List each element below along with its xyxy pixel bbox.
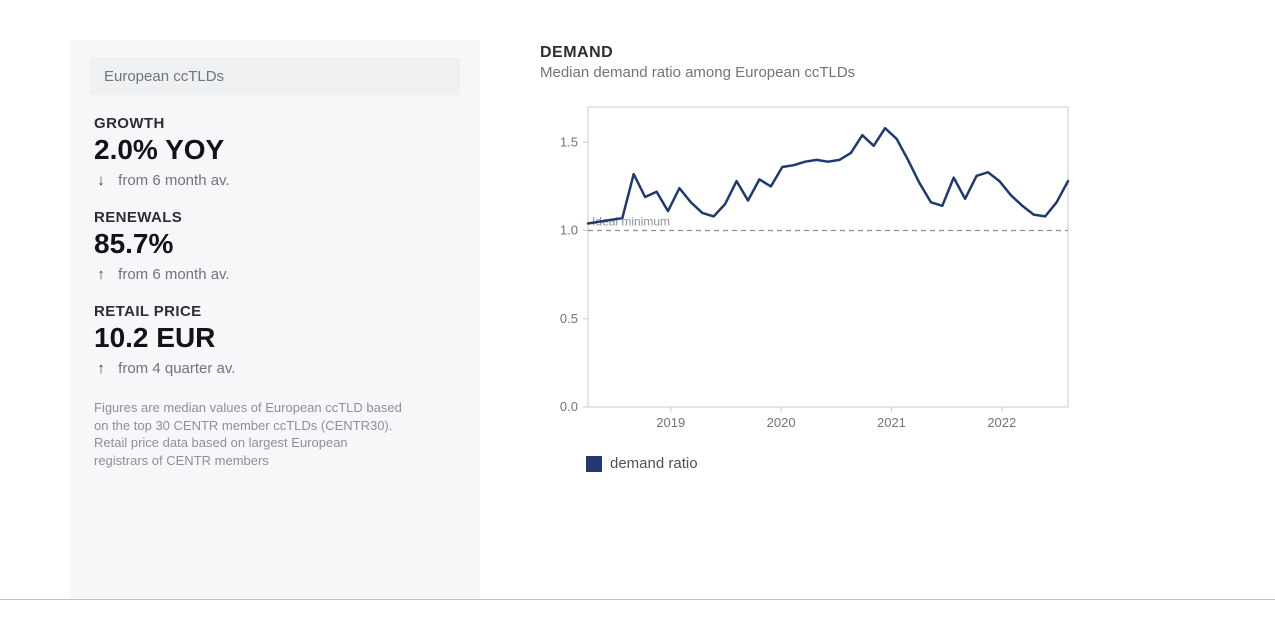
- svg-text:2021: 2021: [877, 415, 906, 430]
- metric-label: RENEWALS: [94, 209, 456, 226]
- metric-delta-text: from 6 month av.: [118, 172, 229, 189]
- svg-text:0.0: 0.0: [560, 399, 578, 414]
- svg-text:2020: 2020: [767, 415, 796, 430]
- up-arrow-icon: ↑: [94, 266, 108, 283]
- metric-label: GROWTH: [94, 115, 456, 132]
- metric-value: 2.0% YOY: [94, 134, 456, 166]
- metric-delta: ↑ from 6 month av.: [94, 266, 456, 283]
- metric-retail-price: RETAIL PRICE 10.2 EUR ↑ from 4 quarter a…: [94, 303, 456, 377]
- chart-legend: demand ratio: [586, 455, 1205, 472]
- metric-value: 10.2 EUR: [94, 322, 456, 354]
- chart-subtitle: Median demand ratio among European ccTLD…: [540, 64, 1205, 81]
- svg-text:2019: 2019: [656, 415, 685, 430]
- line-chart: 0.00.51.01.52019202020212022Ideal minimu…: [540, 89, 1080, 449]
- metric-delta: ↑ from 4 quarter av.: [94, 360, 456, 377]
- stats-panel: European ccTLDs GROWTH 2.0% YOY ↓ from 6…: [70, 40, 480, 599]
- chart-title: DEMAND: [540, 44, 1205, 62]
- down-arrow-icon: ↓: [94, 172, 108, 189]
- up-arrow-icon: ↑: [94, 360, 108, 377]
- dashboard-page: European ccTLDs GROWTH 2.0% YOY ↓ from 6…: [0, 0, 1275, 600]
- metric-renewals: RENEWALS 85.7% ↑ from 6 month av.: [94, 209, 456, 283]
- legend-swatch-icon: [586, 456, 602, 472]
- metric-label: RETAIL PRICE: [94, 303, 456, 320]
- chart-panel: DEMAND Median demand ratio among Europea…: [540, 40, 1205, 599]
- legend-label: demand ratio: [610, 455, 698, 472]
- svg-text:1.5: 1.5: [560, 134, 578, 149]
- svg-text:2022: 2022: [987, 415, 1016, 430]
- chart-wrap: 0.00.51.01.52019202020212022Ideal minimu…: [540, 89, 1205, 449]
- panel-header: European ccTLDs: [90, 58, 460, 95]
- metric-value: 85.7%: [94, 228, 456, 260]
- svg-text:1.0: 1.0: [560, 223, 578, 238]
- metric-delta-text: from 6 month av.: [118, 266, 229, 283]
- metric-delta-text: from 4 quarter av.: [118, 360, 235, 377]
- svg-text:0.5: 0.5: [560, 311, 578, 326]
- metric-growth: GROWTH 2.0% YOY ↓ from 6 month av.: [94, 115, 456, 189]
- panel-footnote: Figures are median values of European cc…: [94, 399, 404, 469]
- metric-delta: ↓ from 6 month av.: [94, 172, 456, 189]
